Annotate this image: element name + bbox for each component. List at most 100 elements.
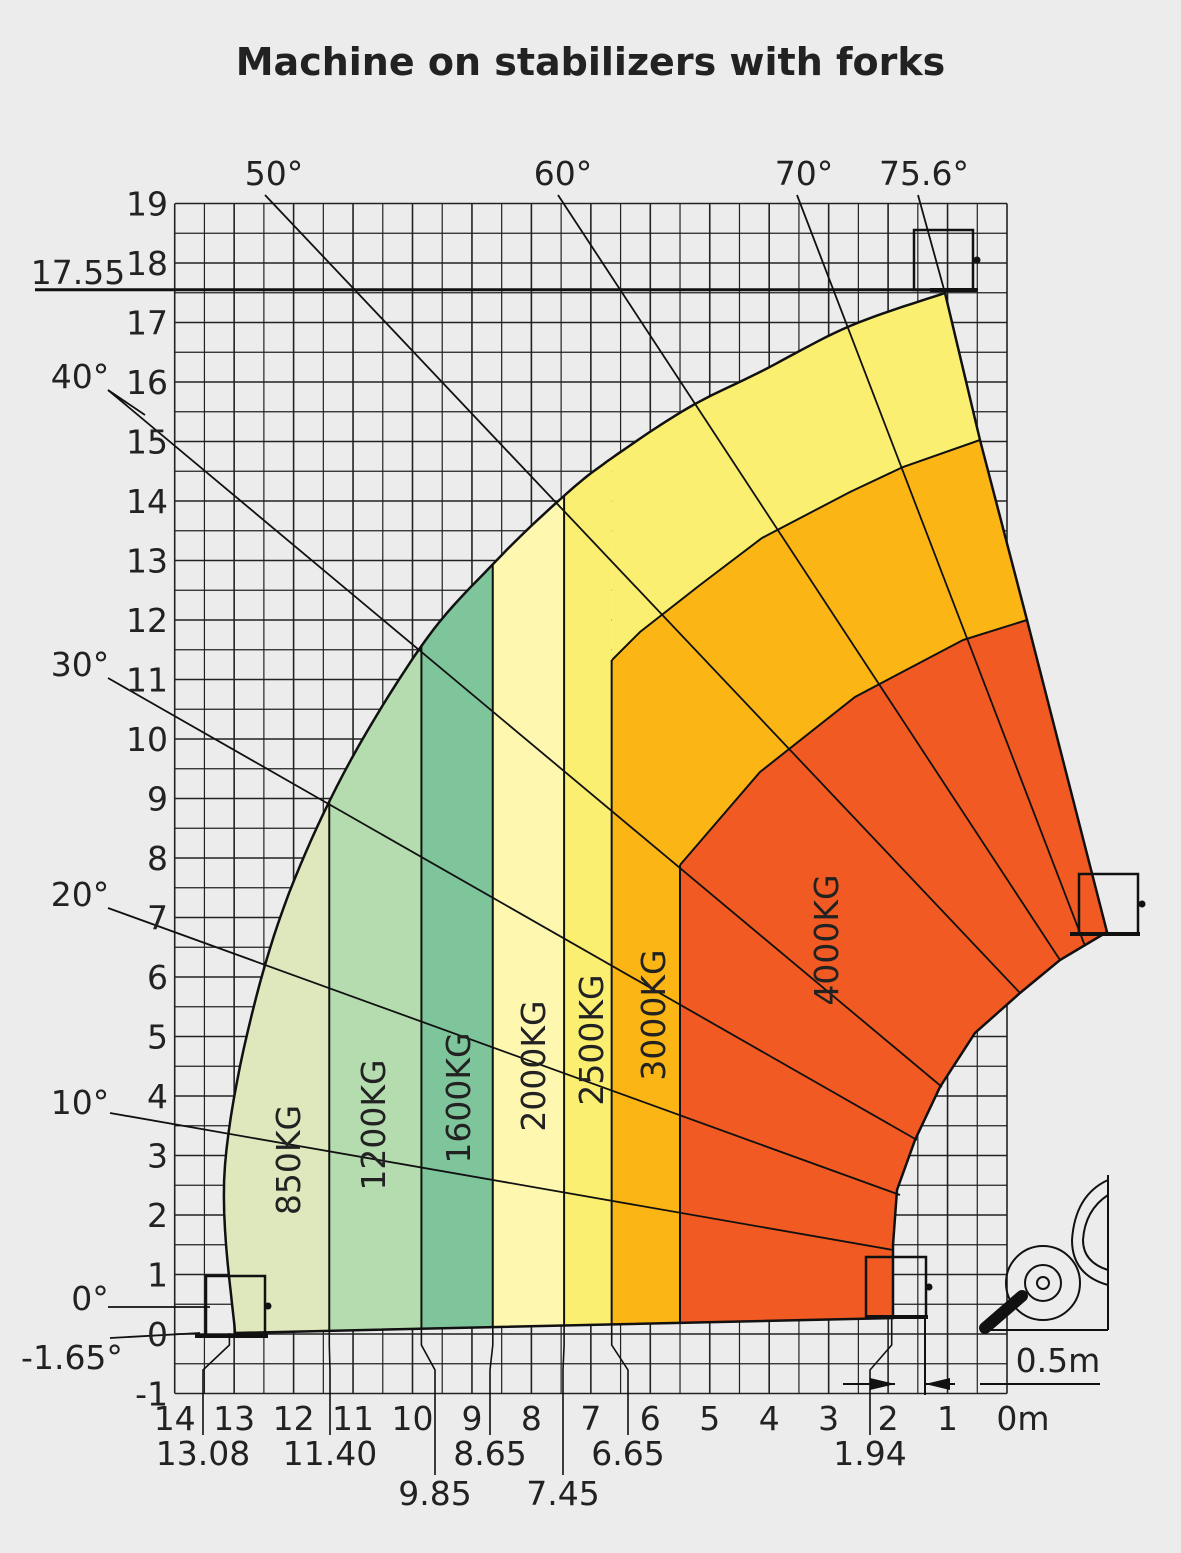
zone-2000kg bbox=[492, 495, 565, 1328]
angle-line bbox=[917, 194, 946, 294]
x-tick-label: 0m bbox=[996, 1399, 1049, 1438]
cab-outline bbox=[1070, 1179, 1109, 1286]
x-tick-label: 10 bbox=[392, 1399, 434, 1438]
scale-bar-label: 0.5m bbox=[1016, 1341, 1101, 1380]
angle-label: 50° bbox=[245, 154, 304, 193]
angle-label: -1.65° bbox=[21, 1338, 123, 1377]
angle-label: 60° bbox=[534, 154, 593, 193]
x-tick-label: 2 bbox=[878, 1399, 899, 1438]
zone-label: 2500KG bbox=[572, 974, 611, 1105]
boundary-leader bbox=[489, 1327, 494, 1435]
angle-label: 70° bbox=[775, 154, 834, 193]
zone-2500kg-band bbox=[611, 293, 980, 660]
boundary-label: 9.85 bbox=[398, 1474, 471, 1513]
y-tick-label: 8 bbox=[147, 839, 168, 878]
angle-line bbox=[107, 677, 918, 1141]
y-tick-label: 16 bbox=[126, 363, 168, 402]
y-tick-label: 13 bbox=[126, 542, 168, 581]
angle-line bbox=[107, 907, 901, 1196]
wheel-icon bbox=[1005, 1245, 1081, 1321]
boundary-leader bbox=[562, 1325, 565, 1475]
angle-line bbox=[796, 194, 1086, 947]
x-tick-label: 4 bbox=[759, 1399, 780, 1438]
y-tick-label: 0 bbox=[147, 1315, 168, 1354]
x-tick-label: 3 bbox=[818, 1399, 839, 1438]
arrow-head bbox=[925, 1378, 950, 1390]
x-tick-label: 1 bbox=[937, 1399, 958, 1438]
y-tick-label: 2 bbox=[147, 1196, 168, 1235]
x-tick-label: 13 bbox=[213, 1399, 255, 1438]
angle-label: 10° bbox=[51, 1083, 110, 1122]
boundary-label: 13.08 bbox=[156, 1434, 250, 1473]
zone-label: 2000KG bbox=[514, 1000, 553, 1131]
zone-1200kg bbox=[329, 646, 422, 1331]
zone-label: 1200KG bbox=[354, 1059, 393, 1190]
load-zones bbox=[223, 293, 1107, 1333]
boundary-leader bbox=[328, 1330, 331, 1435]
zone-label: 3000KG bbox=[634, 949, 673, 1080]
y-tick-label: 1 bbox=[147, 1256, 168, 1295]
boundary-label: 6.65 bbox=[591, 1434, 664, 1473]
y-tick-label: 7 bbox=[147, 899, 168, 938]
y-tick-label: 6 bbox=[147, 958, 168, 997]
y-tick-label: -1 bbox=[135, 1375, 168, 1414]
angle-line bbox=[557, 194, 1061, 961]
zone-label: 850KG bbox=[269, 1105, 308, 1215]
angle-label: 20° bbox=[51, 875, 110, 914]
angle-label: 0° bbox=[71, 1279, 109, 1318]
angle-line bbox=[264, 194, 1021, 994]
angle-label: 75.6° bbox=[879, 154, 969, 193]
zone-4000kg bbox=[680, 620, 1107, 1323]
y-tick-label: 10 bbox=[126, 720, 168, 759]
angle-line bbox=[109, 1332, 201, 1339]
angle-label: 30° bbox=[51, 645, 110, 684]
fork-pin bbox=[973, 256, 981, 264]
angle-line bbox=[107, 389, 943, 1088]
y-tick-label: 9 bbox=[147, 780, 168, 819]
zone-2500kg bbox=[564, 458, 612, 1326]
wheel-axle bbox=[1036, 1276, 1050, 1290]
boundary-leader bbox=[610, 1324, 629, 1435]
cab-outline-inner bbox=[1081, 1194, 1109, 1271]
boundary-label: 7.45 bbox=[526, 1474, 599, 1513]
y-tick-label: 11 bbox=[126, 661, 168, 700]
boundary-leader bbox=[202, 1333, 231, 1435]
angle-line bbox=[109, 1112, 894, 1251]
x-tick-label: 14 bbox=[154, 1399, 196, 1438]
zone-label: 1600KG bbox=[439, 1032, 478, 1163]
machine-outline bbox=[195, 228, 1146, 1395]
y-tick-label: 17 bbox=[126, 304, 168, 343]
angle-label: 40° bbox=[51, 357, 110, 396]
stabilizer-leg bbox=[979, 1290, 1028, 1334]
y-tick-label: 5 bbox=[147, 1018, 168, 1057]
zone-850kg bbox=[223, 801, 330, 1333]
arrow-head bbox=[870, 1378, 895, 1390]
boundary-label: 8.65 bbox=[453, 1434, 526, 1473]
x-tick-label: 8 bbox=[521, 1399, 542, 1438]
arc-boundary-4000 bbox=[679, 619, 1028, 866]
max-height-label: 17.55 bbox=[31, 253, 125, 292]
chart-title: Machine on stabilizers with forks bbox=[235, 40, 946, 84]
x-tick-label: 5 bbox=[699, 1399, 720, 1438]
y-tick-label: 4 bbox=[147, 1077, 168, 1116]
boundary-label: 1.94 bbox=[833, 1434, 906, 1473]
x-tick-label: 12 bbox=[273, 1399, 315, 1438]
fork-carriage-top bbox=[912, 228, 975, 292]
y-tick-label: 19 bbox=[126, 185, 168, 224]
x-tick-label: 11 bbox=[332, 1399, 374, 1438]
fork-pin bbox=[264, 1302, 272, 1310]
y-tick-label: 12 bbox=[126, 601, 168, 640]
x-tick-label: 6 bbox=[640, 1399, 661, 1438]
chart-lines bbox=[35, 194, 1109, 1475]
x-tick-label: 9 bbox=[461, 1399, 482, 1438]
zone-label: 4000KG bbox=[807, 874, 846, 1005]
angle-line-stub bbox=[107, 389, 146, 416]
chart-labels: -1.65°0°10°20°30°40°50° 60° 70° 75.6°-10123… bbox=[21, 154, 1100, 1513]
y-tick-label: 14 bbox=[126, 482, 168, 521]
y-tick-label: 3 bbox=[147, 1137, 168, 1176]
zone-3000kg bbox=[611, 440, 1027, 1325]
zone-1600kg bbox=[421, 564, 493, 1329]
fork-pin bbox=[1138, 900, 1146, 908]
